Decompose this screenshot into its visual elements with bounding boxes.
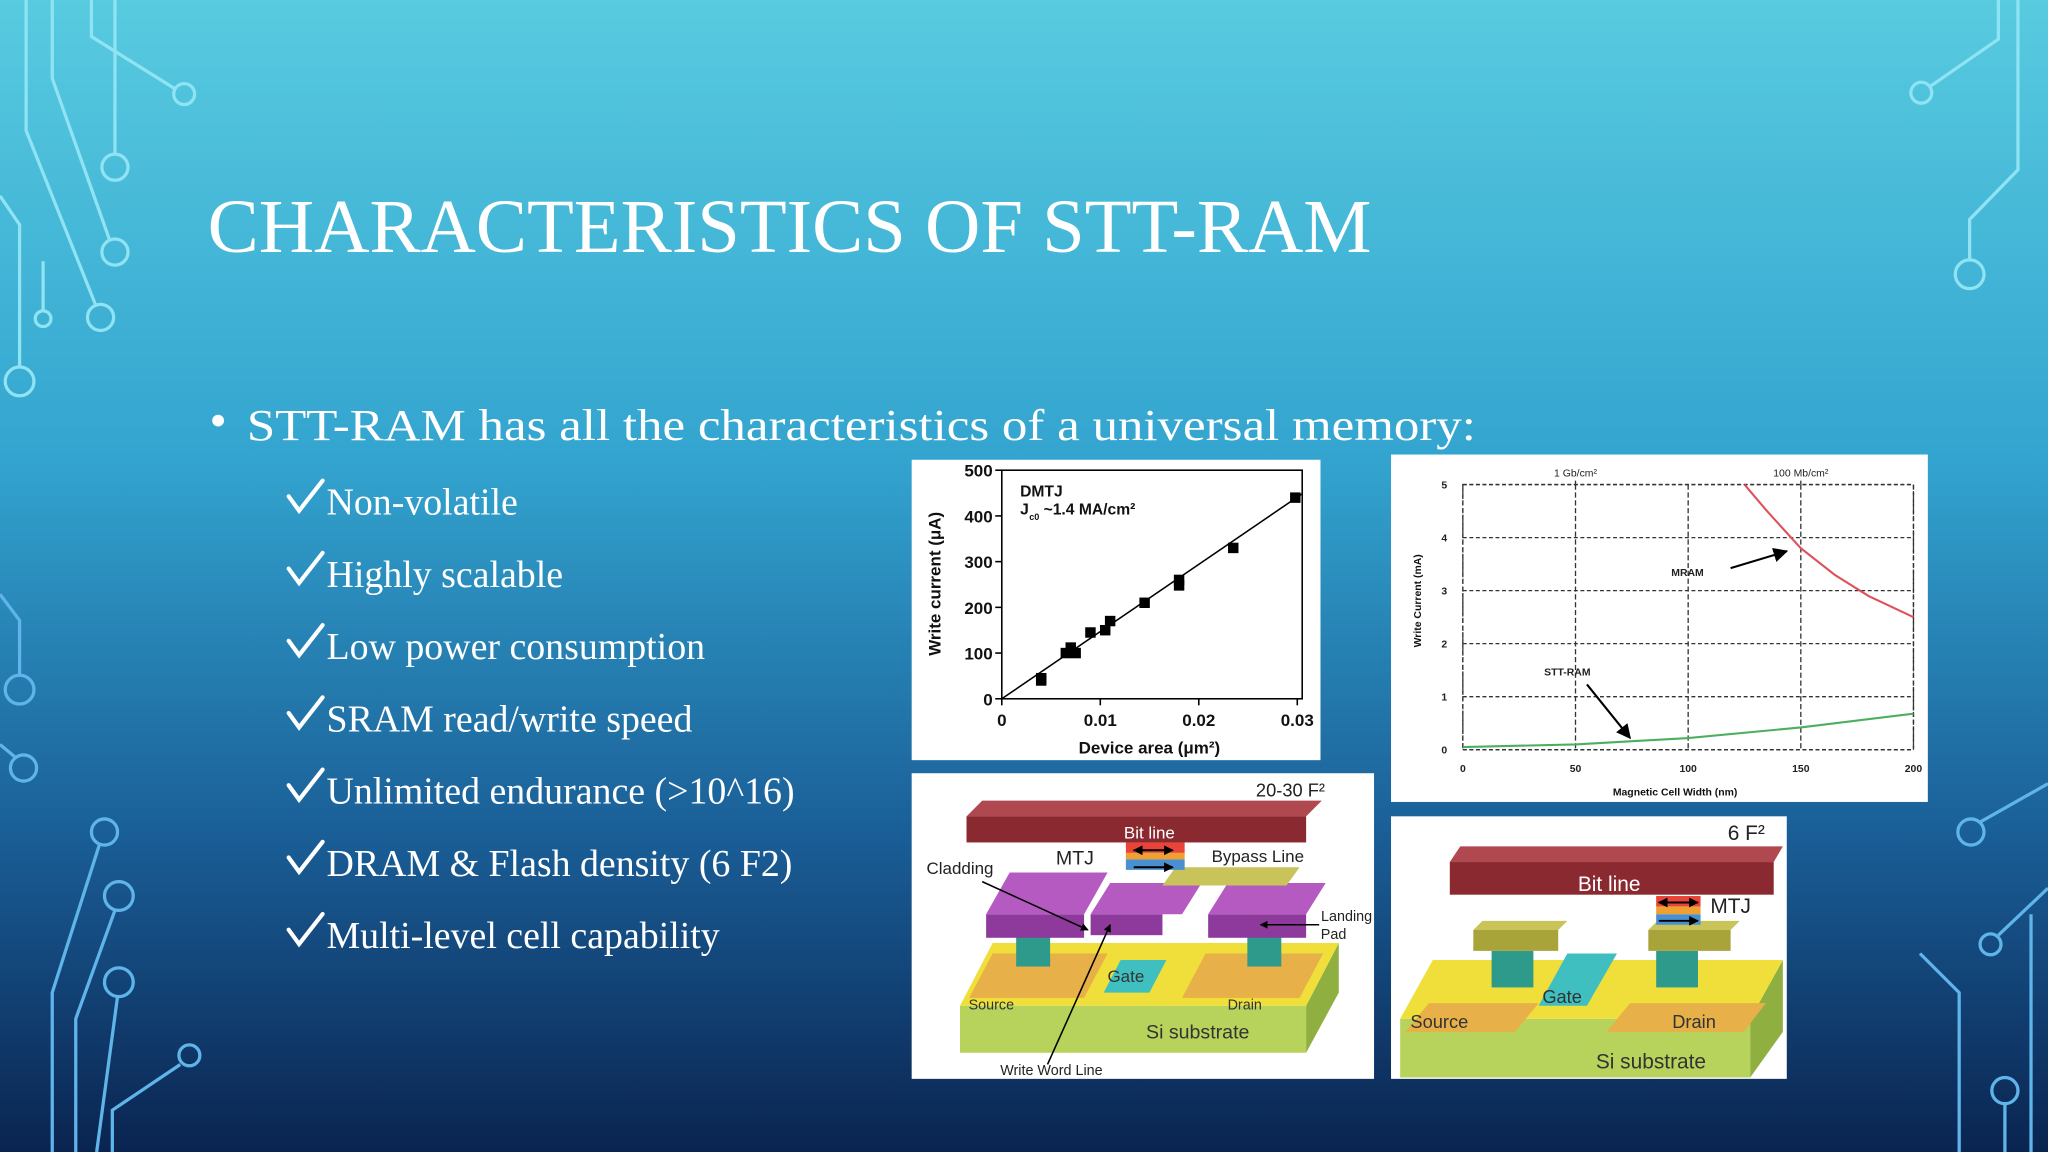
data-point	[1139, 597, 1150, 608]
x-tick-label: 100	[1679, 764, 1697, 775]
diagram-label: MTJ	[1056, 848, 1094, 870]
check-item: Non-volatile	[327, 482, 518, 524]
diagram-label: Cladding	[927, 859, 994, 878]
check-item: Low power consumption	[327, 626, 706, 668]
check-item: DRAM & Flash density (6 F2)	[327, 843, 793, 885]
check-mark	[286, 550, 325, 587]
diagram-label: Si substrate	[1146, 1021, 1249, 1043]
diagram-label: Gate	[1542, 986, 1582, 1007]
series-annotation: MRAM	[1671, 568, 1703, 579]
check-item: Unlimited endurance (>10^16)	[327, 771, 795, 813]
y-tick-label: 1	[1441, 693, 1447, 704]
data-line	[1743, 483, 1914, 619]
y-axis-label: Write current (μA)	[925, 512, 944, 656]
cell-diagram-shapes	[960, 800, 1339, 1065]
diagram-label: Source	[1410, 1011, 1468, 1032]
write-current-chart: 0 100 200 300 400 500 0 0.01 0.02 0.03 Device area…	[925, 462, 1313, 758]
data-point	[1228, 542, 1239, 554]
diagram-label: Gate	[1107, 967, 1144, 986]
data-point	[1173, 574, 1185, 586]
x-tick-label: 50	[1570, 764, 1582, 775]
data-point	[1060, 647, 1072, 659]
x-tick-label: 0	[997, 711, 1006, 730]
plot-frame	[1001, 469, 1303, 700]
x-tick-label: 0.03	[1281, 711, 1314, 730]
check-list: Non-volatile Highly scalable Low power con…	[286, 478, 795, 957]
annotation-title: DMTJ	[1020, 483, 1063, 500]
diagram-label: Bypass Line	[1212, 847, 1304, 866]
diagram-label: Drain	[1672, 1011, 1716, 1032]
check-item: SRAM read/write speed	[327, 698, 693, 740]
check-mark	[286, 623, 325, 659]
diagram-label: Write Word Line	[1000, 1063, 1102, 1079]
diagram-label: Bit line	[1124, 824, 1175, 843]
x2-tick-label: 1 Gb/cm²	[1554, 469, 1597, 480]
circuit-decoration-top	[0, 0, 2020, 398]
bullet-dot	[212, 414, 224, 427]
y-tick-label: 0	[983, 690, 992, 709]
series-annotation: STT-RAM	[1544, 667, 1590, 678]
y-tick-label: 5	[1441, 480, 1447, 491]
fit-line	[1001, 493, 1303, 700]
diagram-label: Bit line	[1578, 873, 1641, 896]
check-mark	[286, 478, 325, 515]
diagram-label: 20-30 F²	[1256, 779, 1325, 800]
data-point	[1035, 672, 1047, 684]
y-axis-label: Write Current (mA)	[1413, 554, 1424, 647]
x-tick-label: 0.01	[1084, 711, 1117, 730]
data-point	[1173, 580, 1185, 591]
y-tick-label: 0	[1441, 746, 1447, 757]
figure-panel	[1391, 454, 1928, 802]
circuit-decoration-bottom	[0, 593, 2048, 1152]
y-tick-label: 200	[964, 599, 992, 618]
x-tick-label: 0	[1460, 764, 1466, 775]
diagram-label: Source	[969, 998, 1015, 1014]
bullet-text: STT-RAM has all the characteristics of a…	[247, 400, 1476, 450]
diagram-label: Landing	[1321, 909, 1372, 925]
check-mark	[286, 911, 325, 948]
y-tick-label: 3	[1441, 587, 1447, 598]
check-mark	[286, 767, 325, 804]
cell-diagram-shapes	[1400, 846, 1783, 1078]
x-tick-label: 0.02	[1182, 711, 1215, 730]
y-tick-label: 2	[1441, 640, 1447, 651]
annotation-arrow	[1586, 683, 1631, 740]
annotation-value: ~1.4 MA/cm²	[1044, 502, 1136, 519]
data-point	[1085, 627, 1096, 638]
y-tick-label: 4	[1441, 534, 1447, 545]
diagram-label: Pad	[1321, 927, 1347, 943]
check-item: Multi-level cell capability	[327, 915, 720, 957]
y-tick-label: 500	[964, 462, 992, 481]
data-line	[1462, 712, 1914, 749]
data-point	[1070, 647, 1081, 659]
x-axis-label: Magnetic Cell Width (nm)	[1613, 787, 1738, 798]
data-point	[1065, 642, 1076, 653]
x-tick-label: 150	[1792, 764, 1810, 775]
data-point	[1104, 615, 1116, 627]
slide-title: CHARACTERISTICS OF STT-RAM	[208, 185, 1372, 269]
data-point	[1290, 492, 1301, 503]
data-point	[1099, 624, 1111, 636]
annotation-symbol: J	[1020, 502, 1029, 519]
y-tick-label: 300	[964, 553, 992, 572]
x-axis-label: Device area (μm²)	[1079, 739, 1220, 758]
check-mark	[286, 839, 325, 876]
check-mark	[286, 695, 325, 731]
diagram-label: MTJ	[1710, 895, 1751, 918]
annotation-subscript: c0	[1029, 512, 1039, 522]
figure-panel	[911, 459, 1321, 761]
diagram-label: 6 F²	[1728, 822, 1765, 845]
diagram-label: Drain	[1228, 998, 1262, 1014]
x2-tick-label: 100 Mb/cm²	[1773, 469, 1829, 480]
x-tick-label: 200	[1905, 764, 1923, 775]
check-item: Highly scalable	[327, 554, 564, 596]
diagram-label: Si substrate	[1596, 1050, 1706, 1073]
y-tick-label: 400	[964, 507, 992, 526]
annotation-arrow	[1730, 547, 1789, 570]
y-tick-label: 100	[964, 645, 992, 664]
